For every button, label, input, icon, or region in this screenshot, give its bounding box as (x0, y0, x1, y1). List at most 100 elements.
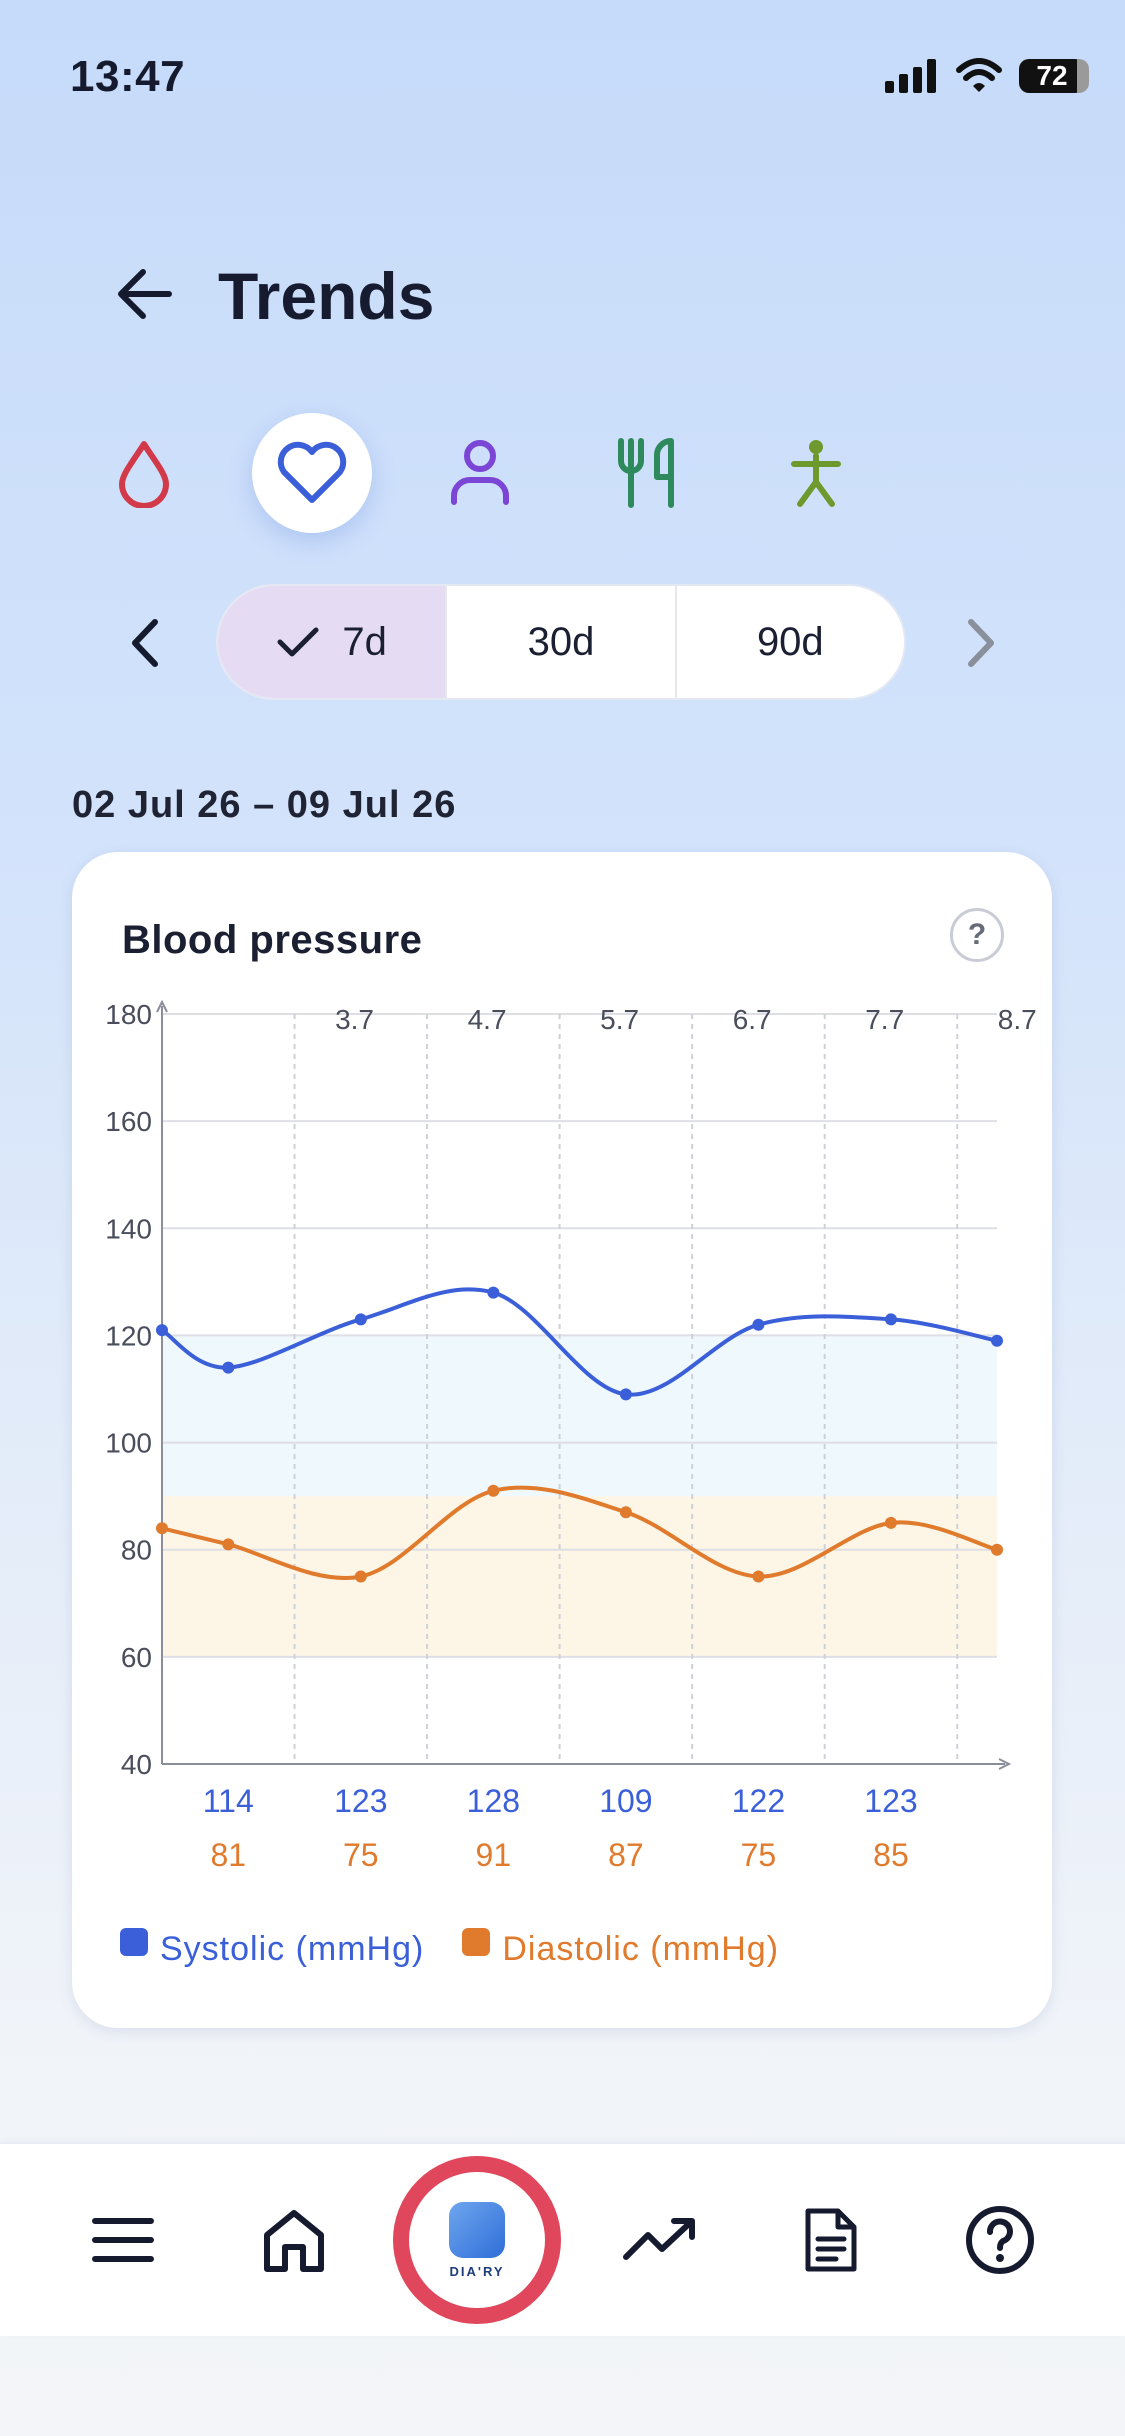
wifi-icon (956, 58, 1002, 92)
category-activity[interactable] (756, 413, 876, 533)
nav-diary[interactable]: DIA'RY (393, 2156, 561, 2324)
trending-up-icon (623, 2218, 695, 2260)
legend-item-diastolic[interactable]: Diastolic (mmHg) (462, 1927, 780, 1969)
page-title: Trends (218, 259, 435, 333)
chevron-right-icon (968, 619, 994, 667)
x-axis-arrow (998, 1758, 1012, 1770)
range-option-label: 30d (527, 619, 595, 664)
range-previous-button[interactable] (116, 610, 176, 676)
y-tick-label: 60 (121, 1642, 152, 1673)
nav-trends[interactable] (612, 2192, 708, 2288)
y-tick-label: 80 (121, 1535, 152, 1566)
y-tick-label: 120 (105, 1320, 152, 1351)
range-option-label: 90d (756, 619, 824, 664)
hamburger-menu-icon (92, 2218, 154, 2262)
data-point (884, 1516, 897, 1529)
data-label: 123 (864, 1783, 917, 1819)
y-tick-label: 140 (105, 1213, 152, 1244)
x-tick-label: 3.7 (335, 1004, 374, 1035)
y-tick-label: 160 (105, 1106, 152, 1137)
data-point (752, 1318, 765, 1331)
data-point (156, 1522, 168, 1535)
nav-help[interactable] (952, 2192, 1048, 2288)
x-tick-label: 6.7 (733, 1004, 772, 1035)
blood-drop-icon (119, 441, 169, 508)
data-point (884, 1313, 897, 1326)
app-logo-label: DIA'RY (449, 2263, 505, 2279)
chart-help-button[interactable]: ? (950, 908, 1004, 962)
person-icon (451, 440, 509, 505)
heart-icon (277, 441, 347, 503)
data-point (354, 1570, 367, 1583)
status-time: 13:47 (70, 52, 186, 101)
reference-band (162, 1335, 997, 1497)
data-point (991, 1334, 1003, 1347)
y-tick-label: 100 (105, 1428, 152, 1459)
legend-swatch (462, 1927, 491, 1956)
arrow-left-icon (118, 269, 172, 319)
series-line-systolic (160, 1287, 998, 1397)
data-point (354, 1313, 367, 1326)
data-label: 87 (608, 1837, 644, 1873)
data-point (487, 1286, 500, 1299)
help-circle-icon (966, 2206, 1034, 2274)
data-point (619, 1388, 632, 1401)
range-option-7d[interactable]: 7d (218, 586, 448, 698)
blood-pressure-card: Blood pressure ? 40 60 80 100 120 140 160 180 3.… (72, 852, 1052, 2028)
x-tick-label: 5.7 (600, 1004, 639, 1035)
data-label: 123 (334, 1783, 387, 1819)
data-point (222, 1361, 235, 1374)
cellular-signal-icon (885, 59, 936, 93)
y-tick-label: 180 (105, 999, 152, 1030)
range-option-label: 7d (342, 619, 387, 664)
category-weight[interactable] (420, 413, 540, 533)
chart-legend: Systolic (mmHg) Diastolic (mmHg) (120, 1927, 780, 1969)
legend-swatch (120, 1927, 148, 1956)
y-axis-arrow (156, 999, 168, 1013)
bottom-navigation: DIA'RY (0, 2142, 1125, 2336)
data-label: 128 (467, 1783, 520, 1819)
x-tick-label: 8.7 (998, 1004, 1037, 1035)
checkmark-icon (277, 627, 319, 657)
nav-menu[interactable] (75, 2192, 171, 2288)
back-button[interactable] (110, 262, 180, 326)
range-option-90d[interactable]: 90d (677, 586, 904, 698)
data-point (222, 1538, 235, 1551)
fork-knife-icon (618, 438, 674, 508)
data-point (619, 1506, 632, 1519)
y-tick-label: 40 (121, 1749, 152, 1780)
category-meals[interactable] (588, 413, 708, 533)
category-blood-pressure[interactable] (252, 413, 372, 533)
reference-band (162, 1496, 997, 1657)
date-range: 02 Jul 26 – 09 Jul 26 (72, 784, 457, 826)
battery-indicator: 72 (1019, 59, 1089, 93)
legend-label: Diastolic (mmHg) (502, 1930, 780, 1968)
x-tick-label: 7.7 (865, 1004, 904, 1035)
data-point (752, 1570, 765, 1583)
data-label: 85 (873, 1837, 909, 1873)
range-option-30d[interactable]: 30d (447, 586, 677, 698)
data-label: 91 (476, 1837, 512, 1873)
range-segmented-control: 7d 30d 90d (216, 584, 906, 700)
data-label: 109 (599, 1783, 652, 1819)
range-next-button[interactable] (950, 610, 1010, 676)
battery-level: 72 (1036, 60, 1068, 91)
data-label: 75 (343, 1837, 379, 1873)
legend-label: Systolic (mmHg) (160, 1930, 425, 1968)
x-tick-label: 4.7 (468, 1004, 507, 1035)
nav-home[interactable] (246, 2192, 342, 2288)
card-title: Blood pressure (122, 918, 423, 962)
data-point (991, 1543, 1003, 1556)
legend-item-systolic[interactable]: Systolic (mmHg) (120, 1927, 425, 1969)
app-logo-icon (449, 2201, 505, 2258)
nav-reports[interactable] (783, 2192, 879, 2288)
question-mark-icon: ? (967, 918, 987, 951)
data-label: 81 (210, 1837, 246, 1873)
walking-figure-icon (791, 440, 841, 507)
series-line-diastolic (161, 1485, 998, 1580)
category-glucose[interactable] (84, 413, 204, 533)
document-icon (805, 2208, 857, 2272)
category-selector (0, 413, 1125, 533)
data-label: 122 (732, 1783, 785, 1819)
chevron-left-icon (132, 619, 158, 667)
